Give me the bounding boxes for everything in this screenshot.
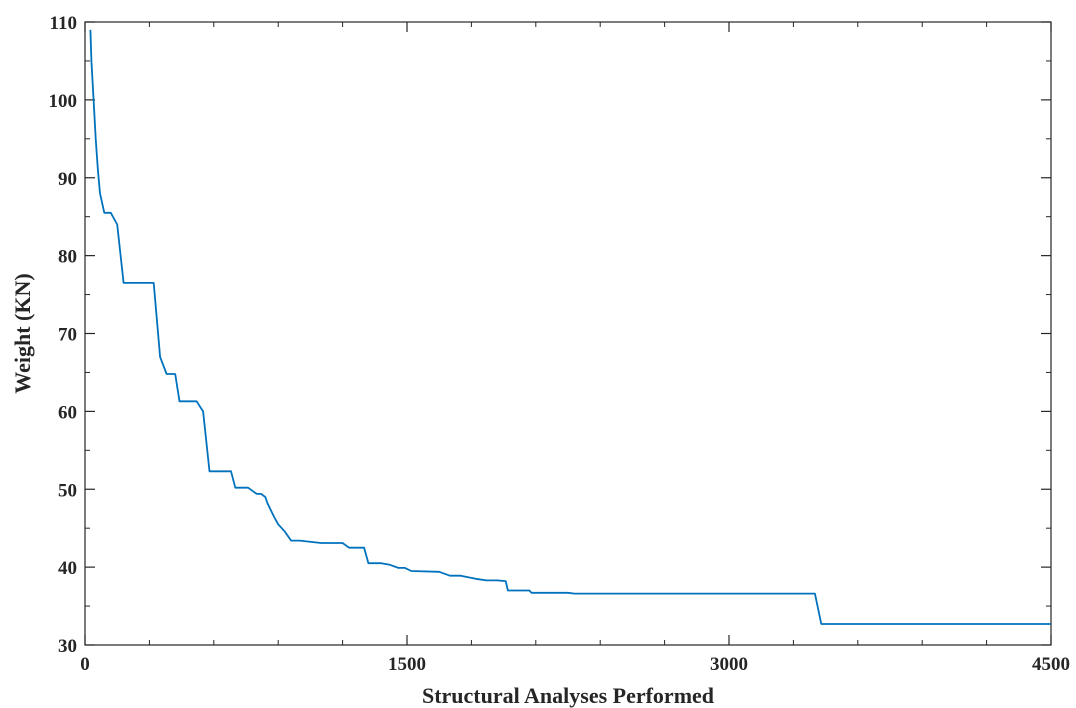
series-line xyxy=(89,29,1051,625)
y-tick-label: 60 xyxy=(58,402,77,423)
y-tick-label: 90 xyxy=(58,169,77,190)
y-axis: 30 40 50 60 70 80 90 100 110 xyxy=(49,13,1051,657)
x-tick-label: 4500 xyxy=(1032,654,1070,675)
plot-border xyxy=(84,21,1052,646)
x-tick-label: 1500 xyxy=(388,654,426,675)
y-tick-label: 70 xyxy=(58,325,77,346)
y-tick-label: 80 xyxy=(58,247,77,268)
y-tick-label: 100 xyxy=(49,91,78,112)
plot-frame xyxy=(84,21,1052,646)
y-tick-label: 110 xyxy=(50,13,77,34)
x-tick-label: 0 xyxy=(80,654,90,675)
y-axis-title: Weight (KN) xyxy=(10,273,35,393)
x-tick-label: 3000 xyxy=(710,654,748,675)
y-tick-label: 40 xyxy=(58,558,77,579)
x-axis: 0 1500 3000 4500 xyxy=(80,22,1070,675)
y-tick-label: 50 xyxy=(58,480,77,501)
y-tick-label: 30 xyxy=(58,636,77,657)
x-axis-title: Structural Analyses Performed xyxy=(422,683,714,708)
series-layer xyxy=(89,29,1051,625)
